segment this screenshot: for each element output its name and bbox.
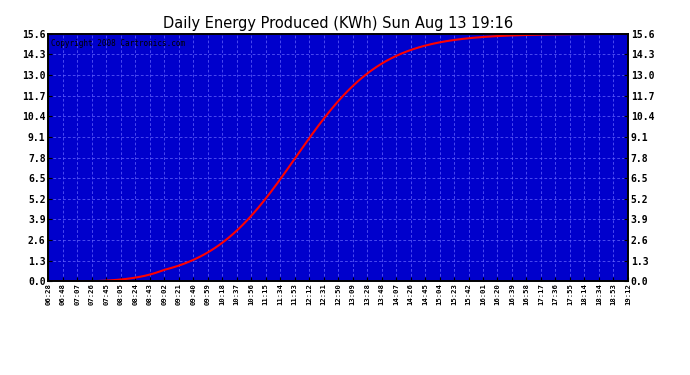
Text: Copyright 2008 Cartronics.com: Copyright 2008 Cartronics.com <box>51 39 186 48</box>
Title: Daily Energy Produced (KWh) Sun Aug 13 19:16: Daily Energy Produced (KWh) Sun Aug 13 1… <box>163 16 513 31</box>
